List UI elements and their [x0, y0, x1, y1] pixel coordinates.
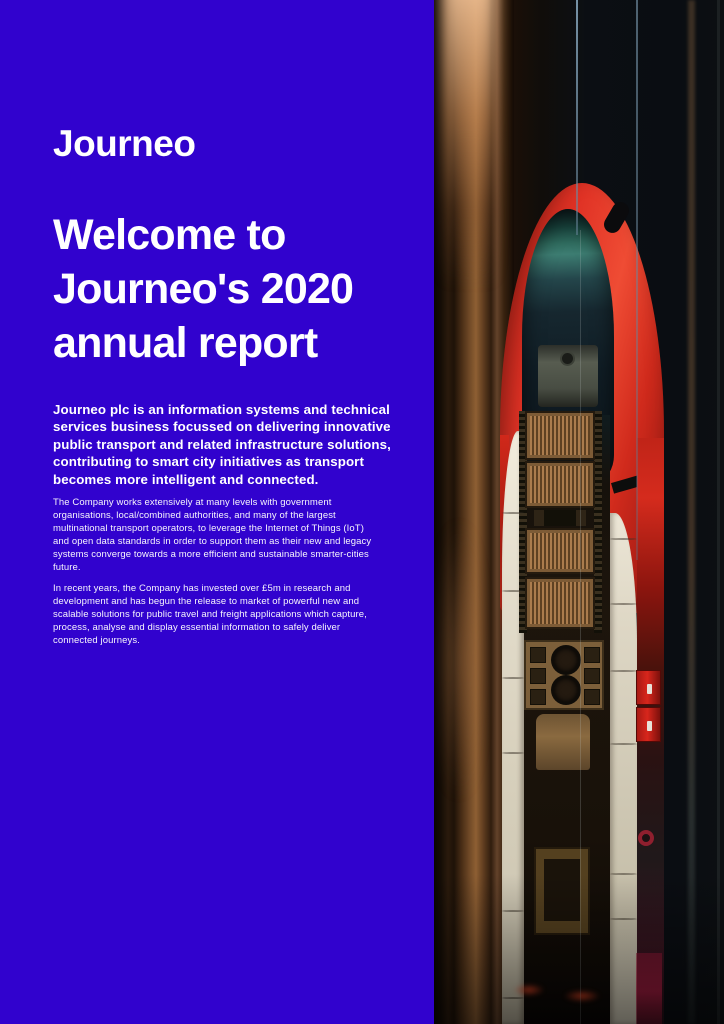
cover-train-photo — [434, 0, 724, 1024]
vent-fan-1 — [554, 648, 578, 672]
vent-cell — [584, 647, 600, 663]
door-handle — [647, 684, 652, 694]
side-door-red-1 — [636, 670, 661, 705]
roof-vent-unit — [524, 640, 604, 710]
catenary-wire-right — [636, 0, 638, 560]
vent-fan-2 — [554, 678, 578, 702]
vent-cell — [530, 647, 546, 663]
roof-cable-tray-right — [594, 411, 602, 633]
platform-highlight-mid — [436, 520, 482, 800]
panel-seam — [502, 512, 524, 514]
photo-bottom-vignette — [434, 874, 724, 1024]
door-handle — [647, 721, 652, 731]
vent-cell — [584, 668, 600, 684]
catenary-wire-left — [576, 0, 578, 235]
cover-body-paragraph-2: In recent years, the Company has investe… — [53, 583, 367, 646]
cover-heading: Welcome to Journeo's 2020 annual report — [53, 211, 354, 367]
roof-grille-2 — [527, 463, 593, 506]
platform-highlight-top — [442, 0, 496, 286]
journeo-logo: Journeo — [53, 123, 196, 164]
cover-body-paragraph-1: The Company works extensively at many le… — [53, 497, 372, 573]
panel-seam — [502, 752, 524, 754]
panel-seam — [610, 743, 637, 745]
catenary-wire-center — [580, 230, 581, 1024]
side-door-red-2 — [636, 707, 661, 742]
background-streak — [688, 0, 695, 1024]
roof-housing — [536, 714, 590, 770]
train-cab-equipment — [538, 345, 598, 407]
background-edge-streak — [717, 0, 720, 1024]
panel-seam — [502, 677, 524, 679]
vent-cell — [530, 668, 546, 684]
roof-cable-tray-left — [519, 411, 527, 633]
panel-seam — [610, 603, 637, 605]
roof-connector — [534, 510, 586, 526]
vent-cell — [530, 689, 546, 705]
panel-seam — [610, 538, 637, 540]
cover-left-panel: Journeo Welcome to Journeo's 2020 annual… — [0, 0, 434, 1024]
roof-grille-4 — [527, 579, 593, 627]
equipment-knob — [562, 353, 573, 364]
panel-seam — [610, 670, 637, 672]
operator-roundel — [638, 830, 654, 846]
vent-cell — [584, 689, 600, 705]
roof-grille-1 — [527, 413, 593, 458]
cover-intro-paragraph: Journeo plc is an information systems an… — [53, 402, 391, 487]
panel-seam — [502, 590, 524, 592]
roof-grille-3 — [527, 530, 593, 572]
